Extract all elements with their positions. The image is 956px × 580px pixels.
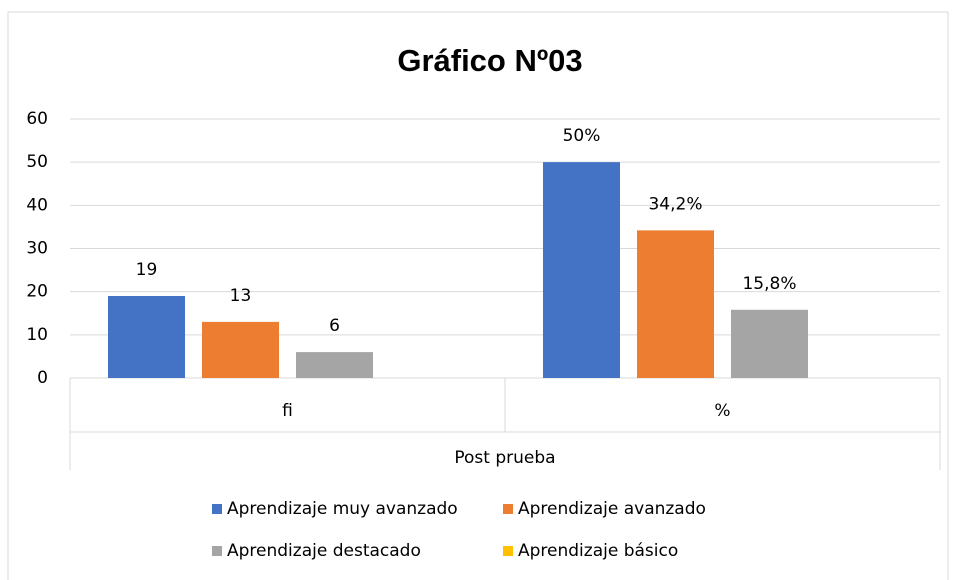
- legend-label: Aprendizaje destacado: [227, 541, 421, 561]
- legend-swatch: [212, 546, 222, 556]
- data-label: 6: [329, 316, 340, 336]
- bar: [202, 321, 279, 378]
- chart-title: Gráfico Nº03: [397, 43, 582, 78]
- legend-label: Aprendizaje muy avanzado: [227, 499, 458, 519]
- bar: [296, 352, 373, 378]
- legend-swatch: [503, 546, 513, 556]
- y-tick-label: 10: [26, 325, 48, 345]
- bar: [108, 295, 185, 378]
- data-label: 13: [230, 286, 252, 306]
- bar: [731, 309, 808, 378]
- y-tick-label: 50: [26, 152, 48, 172]
- legend-swatch: [212, 504, 222, 514]
- x-tick-label: fi: [282, 401, 293, 421]
- legend-label: Aprendizaje avanzado: [518, 499, 706, 519]
- x-tick-label: %: [714, 401, 730, 421]
- legend-swatch: [503, 504, 513, 514]
- data-label: 15,8%: [742, 274, 796, 294]
- chart-border: [7, 11, 949, 580]
- y-tick-label: 20: [26, 282, 48, 302]
- data-label: 19: [136, 260, 158, 280]
- data-label: 34,2%: [648, 194, 702, 214]
- y-tick-label: 0: [37, 368, 48, 388]
- legend-label: Aprendizaje básico: [518, 541, 678, 561]
- bar: [543, 162, 620, 378]
- data-label: 50%: [563, 126, 601, 146]
- y-tick-label: 30: [26, 239, 48, 259]
- y-tick-label: 60: [26, 109, 48, 129]
- y-tick-label: 40: [26, 195, 48, 215]
- bar: [637, 230, 714, 378]
- x-group-label: Post prueba: [454, 448, 555, 468]
